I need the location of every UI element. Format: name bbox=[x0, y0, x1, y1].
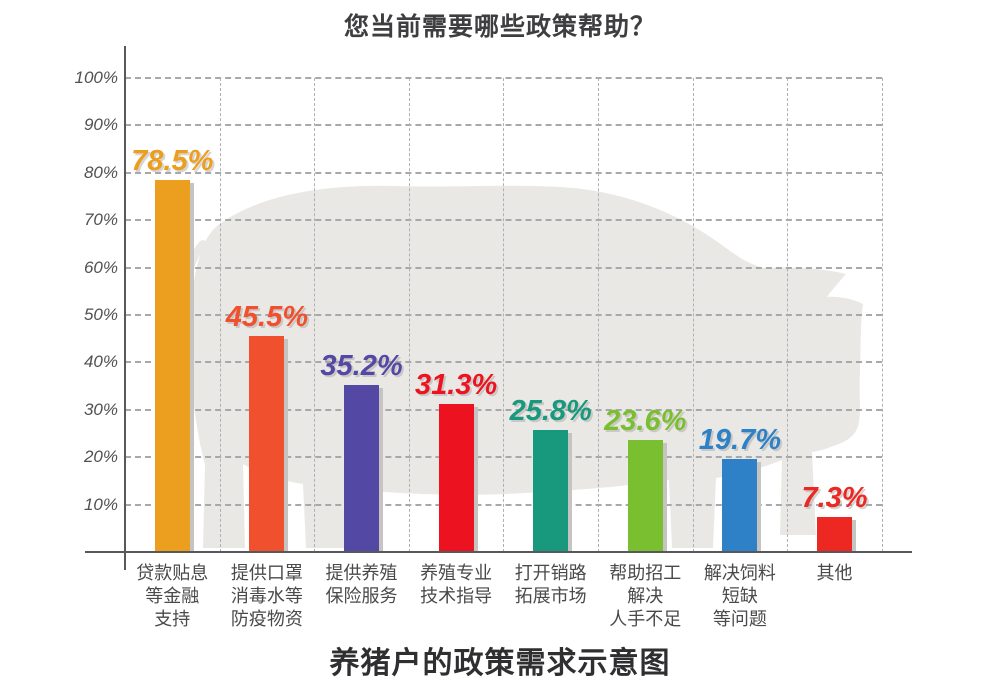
bar-value-label: 19.7% bbox=[698, 423, 781, 456]
bar bbox=[344, 385, 383, 551]
y-tick-label: 40% bbox=[83, 352, 118, 372]
bar bbox=[817, 517, 856, 551]
category-label: 解决饲料 短缺 等问题 bbox=[703, 563, 776, 629]
y-tick-label: 70% bbox=[83, 210, 118, 230]
bar-shadow bbox=[757, 461, 762, 551]
bar-shadow bbox=[284, 339, 289, 551]
y-axis-line bbox=[124, 46, 126, 570]
bar bbox=[722, 458, 762, 551]
category-label: 提供口罩 消毒水等 防疫物资 bbox=[230, 563, 303, 629]
bar-shadow bbox=[473, 406, 478, 551]
category-label: 其他 bbox=[816, 563, 853, 583]
y-tick-label: 50% bbox=[83, 305, 118, 324]
bar-value-label: 23.6% bbox=[604, 405, 687, 438]
y-tick-label: 20% bbox=[83, 447, 118, 467]
y-tick-label: 30% bbox=[83, 399, 118, 419]
x-axis-line bbox=[85, 551, 912, 553]
v-gridline bbox=[219, 78, 221, 552]
y-tick-label: 80% bbox=[83, 162, 118, 182]
bar-value-label: 25.8% bbox=[509, 394, 592, 427]
chart-title: 您当前需要哪些政策帮助？ bbox=[343, 13, 656, 41]
bar-shadow bbox=[568, 432, 573, 551]
bar-shadow bbox=[189, 182, 194, 551]
category-label: 养殖专业 技术指导 bbox=[420, 563, 493, 606]
bar-value-label: 31.3% bbox=[414, 368, 498, 401]
y-tick-label: 60% bbox=[83, 257, 118, 277]
category-label: 打开销路 拓展市场 bbox=[514, 563, 587, 606]
bar bbox=[533, 429, 573, 551]
category-label: 提供养殖 保险服务 bbox=[325, 563, 398, 606]
v-gridline bbox=[314, 78, 316, 552]
bar-value-label: 35.2% bbox=[320, 350, 403, 383]
bar bbox=[438, 403, 478, 551]
y-tick-label: 90% bbox=[83, 115, 118, 135]
bar bbox=[154, 179, 194, 551]
bar-shadow bbox=[852, 520, 856, 551]
v-gridline bbox=[692, 78, 694, 552]
v-gridline bbox=[503, 78, 505, 552]
v-gridline bbox=[787, 78, 789, 552]
category-label: 贷款贴息 等金融 支持 bbox=[136, 563, 209, 629]
bar bbox=[249, 336, 289, 551]
v-gridline bbox=[598, 78, 599, 552]
y-tick-label: 100% bbox=[74, 68, 118, 87]
bar bbox=[627, 440, 667, 551]
bar-value-label: 45.5% bbox=[225, 301, 308, 334]
category-label: 帮助招工 解决 人手不足 bbox=[609, 563, 682, 629]
v-gridline bbox=[881, 78, 883, 552]
bar-shadow bbox=[379, 388, 383, 551]
bar-shadow bbox=[662, 443, 667, 551]
v-gridline bbox=[408, 78, 410, 552]
y-tick-label: 10% bbox=[83, 494, 118, 514]
bar-value-label: 78.5% bbox=[131, 144, 214, 177]
bar-value-label: 7.3% bbox=[801, 482, 868, 515]
chart-caption: 养猪户的政策需求示意图 bbox=[329, 647, 671, 680]
